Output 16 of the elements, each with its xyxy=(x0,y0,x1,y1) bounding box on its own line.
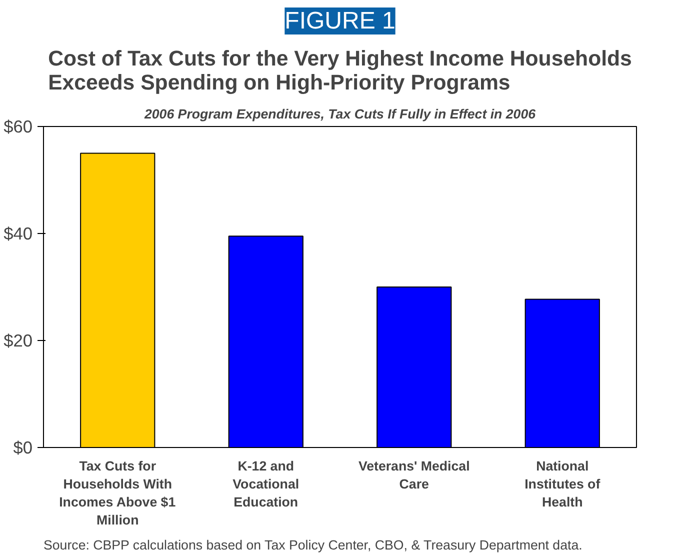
x-tick-label: Veterans' Medical Care xyxy=(358,458,470,492)
x-tick-label: K-12 and Vocational Education xyxy=(232,458,300,510)
bar xyxy=(524,298,600,448)
y-tick-label: $40 xyxy=(4,224,33,244)
bar xyxy=(228,236,304,448)
caption: FIGURE 1 xyxy=(284,8,396,34)
chart-title: Cost of Tax Cuts for the Very Highest Income Households Exceeds Spending on High-Priority Programs xyxy=(48,46,632,94)
y-tick-label: $0 xyxy=(13,438,33,458)
x-tick-label: Tax Cuts for Households With Incomes Above $1 Million xyxy=(59,458,176,528)
x-tick-label: National Institutes of Health xyxy=(524,458,601,510)
bar xyxy=(80,152,156,448)
y-tick-label: $20 xyxy=(4,330,33,350)
source-note: Source: CBPP calculations based on Tax Policy Center, CBO, & Treasury Department data. xyxy=(44,538,582,552)
bar xyxy=(376,286,452,448)
y-tick-label: $60 xyxy=(4,116,33,136)
chart-subtitle: 2006 Program Expenditures, Tax Cuts If Fully in Effect in 2006 xyxy=(143,106,536,122)
